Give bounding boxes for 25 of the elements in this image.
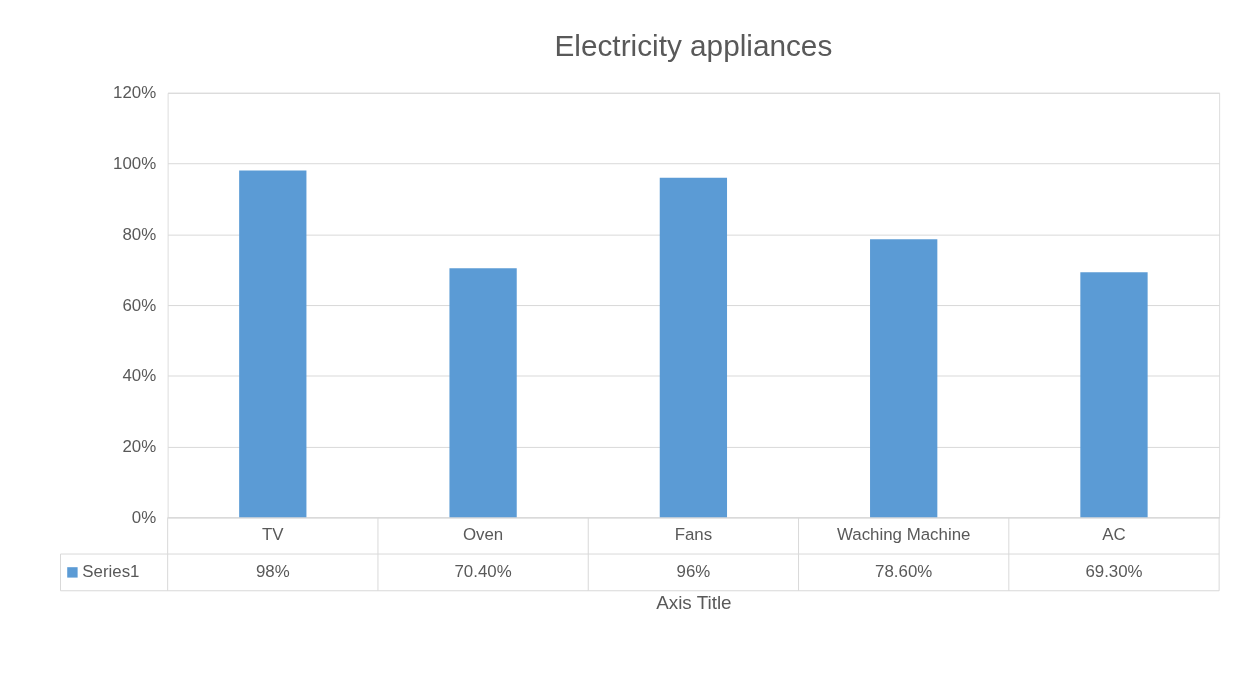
x-tick-label: Oven <box>462 524 504 544</box>
y-tick-label: 0% <box>131 507 157 527</box>
bar <box>449 268 517 518</box>
y-tick-label: 40% <box>122 366 157 386</box>
data-label: 70.40% <box>454 562 512 582</box>
y-tick-label: 100% <box>113 153 157 173</box>
x-tick-label: TV <box>262 524 285 544</box>
y-tick-label: 60% <box>122 295 157 315</box>
data-label: 78.60% <box>875 562 933 582</box>
x-axis-title: Axis Title <box>656 592 732 614</box>
y-tick-label: 20% <box>122 437 157 457</box>
x-tick-label: AC <box>1102 524 1126 544</box>
bar <box>239 170 307 518</box>
chart-title: Electricity appliances <box>554 29 833 63</box>
x-tick-label: Waching Machine <box>836 524 971 544</box>
y-tick-label: 120% <box>113 83 157 103</box>
data-label: 69.30% <box>1085 562 1143 582</box>
x-tick-label: Fans <box>674 524 713 544</box>
bar <box>1080 272 1148 518</box>
bar <box>870 239 938 518</box>
legend-label: Series1 <box>82 562 140 582</box>
y-tick-label: 80% <box>122 224 157 244</box>
bar <box>659 177 728 518</box>
data-label: 98% <box>255 562 290 582</box>
data-label: 96% <box>676 562 711 582</box>
